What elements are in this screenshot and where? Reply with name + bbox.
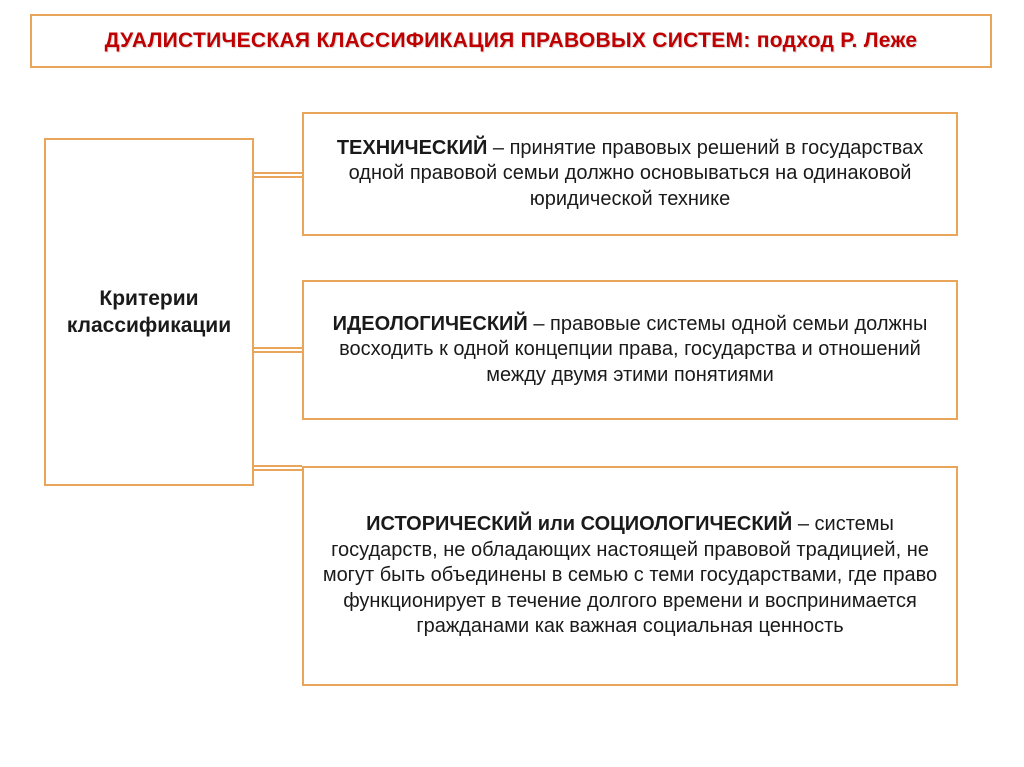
title-box: ДУАЛИСТИЧЕСКАЯ КЛАССИФИКАЦИЯ ПРАВОВЫХ СИ… [30, 14, 992, 68]
connector-line [254, 172, 302, 178]
criterion-historical: ИСТОРИЧЕСКИЙ или СОЦИОЛОГИЧЕСКИЙ – систе… [302, 466, 958, 686]
item-bold: ТЕХНИЧЕСКИЙ [337, 137, 488, 159]
criteria-line2: классификации [67, 314, 231, 337]
criterion-technical: ТЕХНИЧЕСКИЙ – принятие правовых решений … [302, 112, 958, 236]
criteria-label: Критерии классификации [67, 285, 231, 340]
connector-line [254, 465, 302, 471]
item-text: ИДЕОЛОГИЧЕСКИЙ – правовые системы одной … [322, 312, 938, 389]
connector-line [254, 347, 302, 353]
page-title: ДУАЛИСТИЧЕСКАЯ КЛАССИФИКАЦИЯ ПРАВОВЫХ СИ… [105, 29, 918, 53]
title-main: ДУАЛИСТИЧЕСКАЯ КЛАССИФИКАЦИЯ ПРАВОВЫХ СИ… [105, 29, 751, 52]
item-bold: ИСТОРИЧЕСКИЙ или СОЦИОЛОГИЧЕСКИЙ [366, 513, 792, 535]
item-text: ТЕХНИЧЕСКИЙ – принятие правовых решений … [322, 136, 938, 213]
item-bold: ИДЕОЛОГИЧЕСКИЙ [333, 313, 528, 335]
criteria-line1: Критерии [99, 287, 198, 310]
item-text: ИСТОРИЧЕСКИЙ или СОЦИОЛОГИЧЕСКИЙ – систе… [322, 512, 938, 640]
criteria-box: Критерии классификации [44, 138, 254, 486]
title-sub: подход Р. Леже [751, 29, 918, 52]
criterion-ideological: ИДЕОЛОГИЧЕСКИЙ – правовые системы одной … [302, 280, 958, 420]
